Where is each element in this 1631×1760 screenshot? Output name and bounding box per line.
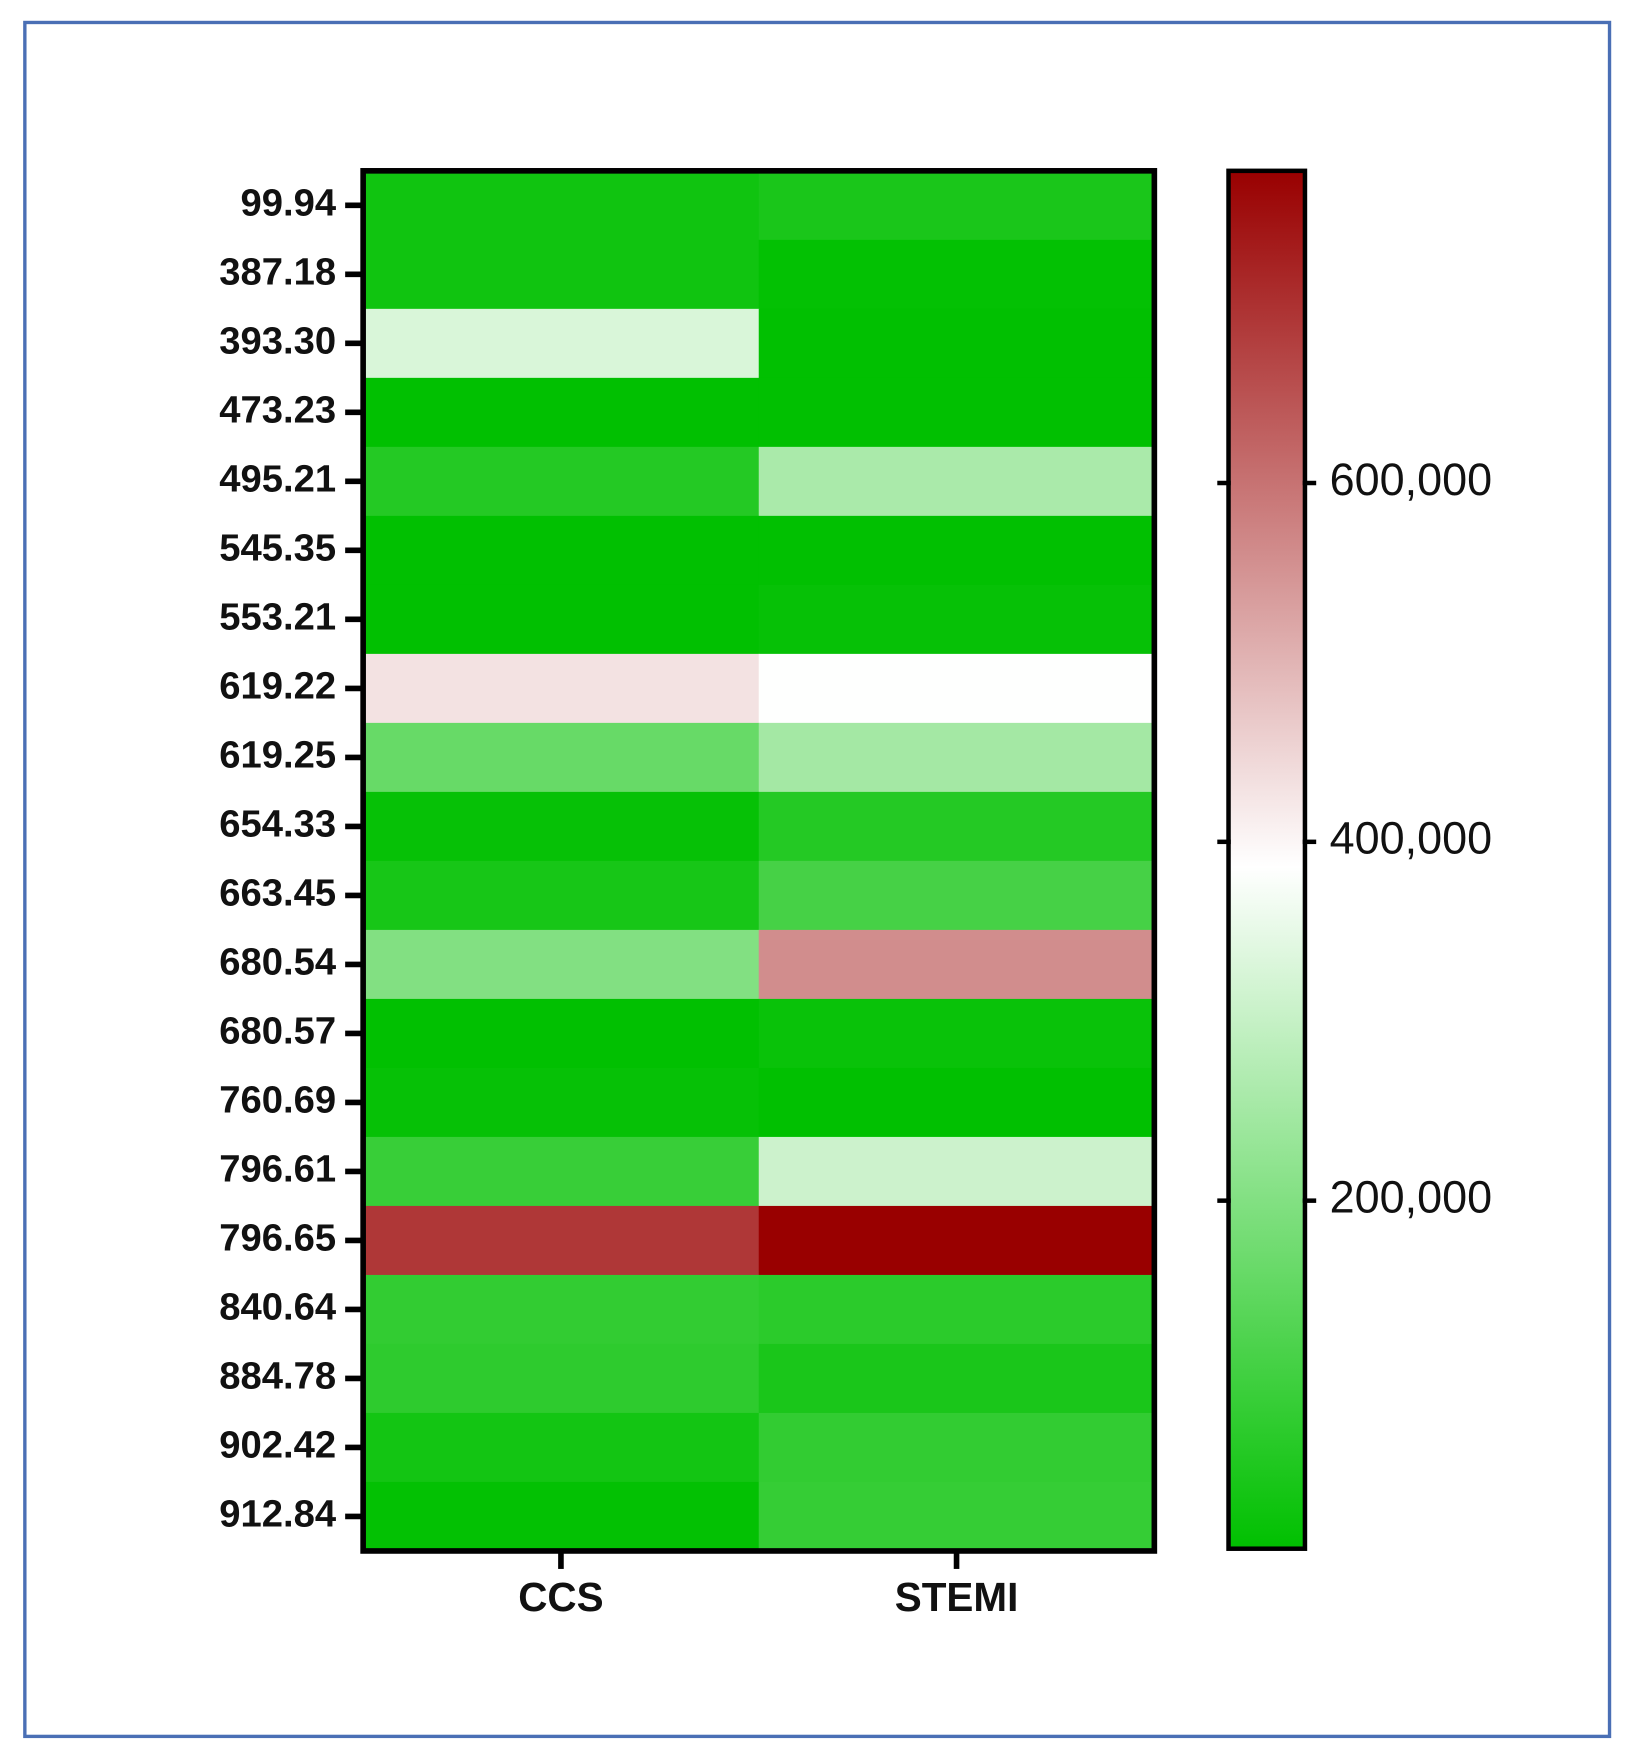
colorbar-tick-label: 600,000 [1330,454,1492,505]
heat-cell [363,446,760,517]
heat-cell [758,239,1155,310]
heat-cell [363,653,760,724]
x-tick-label: CCS [518,1574,603,1620]
y-tick-label: 902.42 [219,1424,336,1467]
y-tick-label: 393.30 [219,319,336,362]
heat-cell [363,1067,760,1138]
heat-cell [363,929,760,1000]
colorbar-tick-label: 200,000 [1330,1172,1492,1223]
heat-cell [758,1343,1155,1414]
y-tick-label: 912.84 [219,1493,337,1536]
heat-cell [758,1067,1155,1138]
y-tick-label: 553.21 [219,595,336,638]
heat-cell [758,584,1155,655]
heat-cell [758,515,1155,586]
heat-cell [363,860,760,931]
y-tick-label: 619.25 [219,733,336,776]
heat-cell [363,1205,760,1276]
heat-cell [363,239,760,310]
heat-cell [363,998,760,1069]
heat-cell [758,653,1155,724]
heat-cell [758,170,1155,241]
colorbar [1226,168,1308,1551]
y-tick-label: 495.21 [219,457,336,500]
frame [23,20,1612,1739]
y-tick-label: 387.18 [219,250,336,293]
heat-cell [758,860,1155,931]
heat-cell [363,1412,760,1483]
y-tick-label: 796.65 [219,1217,336,1260]
heat-cell [758,722,1155,793]
heat-cell [758,929,1155,1000]
heat-cell [758,1205,1155,1276]
heat-cell [363,515,760,586]
heat-cell [758,791,1155,862]
y-tick-label: 473.23 [219,388,336,431]
heat-cell [363,791,760,862]
y-tick-label: 663.45 [219,871,336,914]
heat-cell [363,1481,760,1552]
heat-cell [758,1481,1155,1552]
y-tick-label: 680.57 [219,1010,336,1053]
heat-cell [758,308,1155,379]
heat-cell [363,722,760,793]
x-tick-label: STEMI [895,1574,1019,1620]
y-tick-label: 680.54 [219,940,337,983]
heat-cell [758,1136,1155,1207]
heat-cell [758,1274,1155,1345]
heat-cell [363,1343,760,1414]
colorbar-tick-label: 400,000 [1330,813,1492,864]
heat-cell [758,998,1155,1069]
heat-cell [758,446,1155,517]
y-tick-label: 840.64 [219,1286,337,1329]
heat-cell [363,584,760,655]
heat-cell [363,377,760,448]
y-tick-label: 760.69 [219,1079,336,1122]
y-tick-label: 796.61 [219,1148,336,1191]
y-tick-label: 619.22 [219,664,336,707]
heat-cell [758,377,1155,448]
heat-cell [363,308,760,379]
y-tick-label: 545.35 [219,526,336,569]
y-tick-label: 99.94 [241,181,337,224]
plot-border [360,168,1158,1554]
heat-cell [363,170,760,241]
heat-cell [758,1412,1155,1483]
y-tick-label: 884.78 [219,1355,336,1398]
y-tick-label: 654.33 [219,802,336,845]
heat-cell [363,1274,760,1345]
heat-cell [363,1136,760,1207]
